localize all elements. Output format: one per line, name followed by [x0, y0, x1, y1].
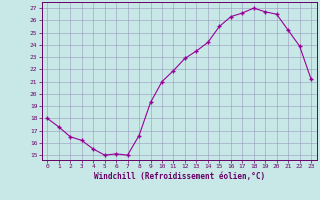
X-axis label: Windchill (Refroidissement éolien,°C): Windchill (Refroidissement éolien,°C) — [94, 172, 265, 181]
